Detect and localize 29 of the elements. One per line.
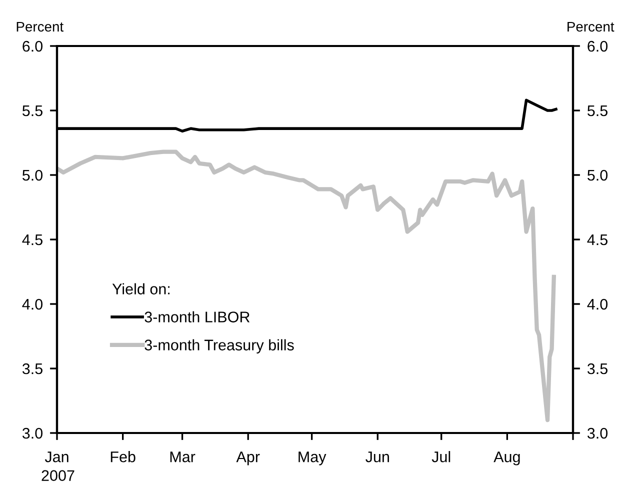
x-tick-label: May [298,452,326,466]
legend-label: 3-month LIBOR [144,311,250,322]
y-tick-label: 5.5 [22,106,42,116]
y2-tick-label: 3.0 [587,428,608,439]
y-tick-label: 4.0 [22,298,43,310]
y2-tick-label: 5.5 [588,106,608,116]
x-tick-label: Jul [432,451,450,462]
y-tick-label: 4.5 [22,234,42,246]
x-tick-label: Jan [44,452,68,462]
y2-axis-title: Percent [568,22,614,32]
y2-tick-label: 3.5 [587,363,608,374]
y-tick-label: 6.0 [22,40,43,52]
y-axis-title: Percent [16,22,64,32]
x-tick-label: Apr [236,452,260,466]
y2-tick-label: 5.0 [588,170,608,181]
x-tick-label: Feb [110,451,136,462]
y2-tick-label: 6.0 [588,40,608,52]
text: 2007 [42,470,74,481]
y-tick-label: 5.0 [22,170,43,181]
legend-label: 3-month Treasury bills [144,339,294,354]
legend-title: Yield on: [112,283,170,294]
x-tick-label: Aug [494,452,520,466]
line-series [57,150,556,422]
y-tick-label: 3.0 [22,428,43,439]
y2-tick-label: 4.5 [587,234,608,246]
x-tick-label: Mar [170,452,196,462]
y2-tick-label: 4.0 [587,298,608,310]
x-tick-label: Jun [366,452,389,462]
y-tick-label: 3.5 [22,363,42,374]
